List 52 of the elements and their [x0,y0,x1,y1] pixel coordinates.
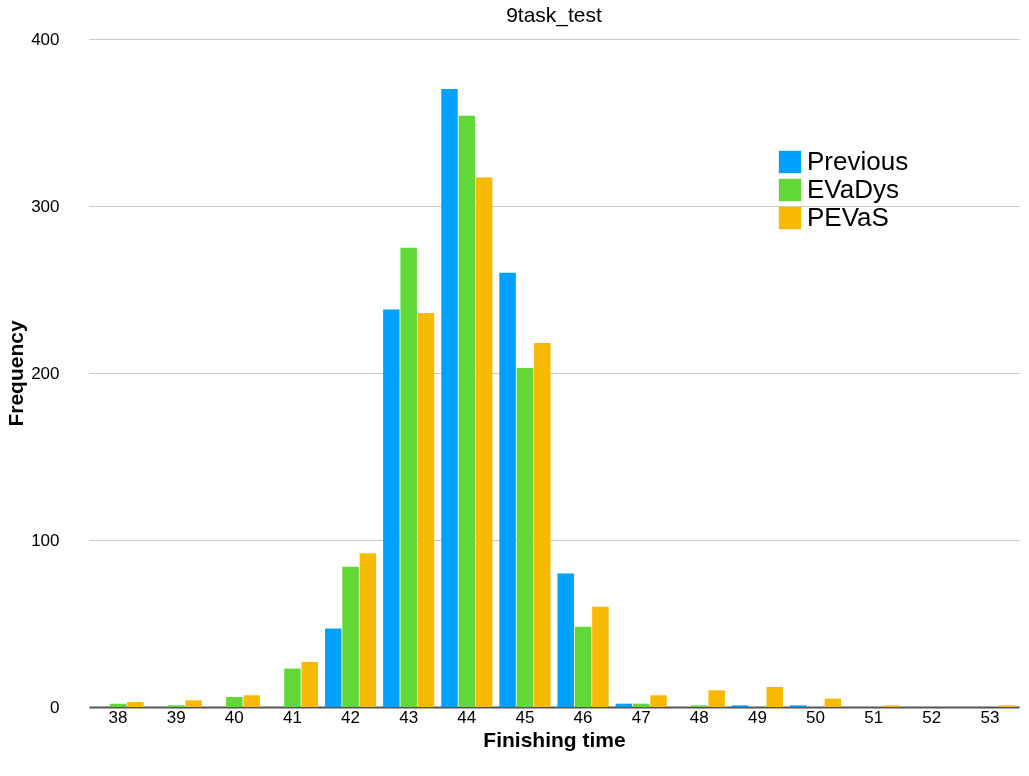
bar [284,668,301,707]
bar [127,701,144,707]
chart-title: 9task_test [506,3,603,27]
bar [359,553,377,707]
legend-label: Previous [807,146,909,176]
x-tick-label: 52 [922,707,942,727]
bar [324,628,342,707]
bar [650,695,667,707]
bar [243,695,260,707]
x-tick-label: 43 [399,707,419,727]
x-tick-label: 38 [108,707,128,727]
legend-label: PEVaS [807,202,889,232]
x-tick-label: 42 [341,707,361,727]
bar [824,698,842,707]
x-tick-label: 47 [631,707,651,727]
y-tick-label: 100 [31,530,60,550]
x-tick-label: 45 [515,707,535,727]
y-tick-label: 300 [31,196,60,216]
bar [574,626,592,707]
bar [383,309,400,707]
bar [226,696,243,707]
y-tick-label: 400 [31,29,60,49]
bar [766,686,784,707]
x-tick-label: 39 [166,707,186,727]
x-axis-title: Finishing time [483,727,626,751]
x-tick-label: 44 [457,707,477,727]
bar [499,272,516,707]
bar [342,566,359,707]
bar [516,367,534,707]
legend-label: EVaDys [807,174,899,204]
x-tick-label: 46 [573,707,593,727]
x-tick-label: 50 [806,707,826,727]
x-tick-label: 51 [864,707,884,727]
bar [185,700,202,707]
y-tick-label: 200 [31,363,60,383]
x-tick-label: 41 [282,707,302,727]
bar [417,312,435,707]
bar [458,115,476,707]
bar [557,573,574,707]
bar [592,606,609,707]
bar [534,342,551,707]
bar [441,89,458,707]
y-tick-label: 0 [50,697,60,717]
x-tick-label: 53 [980,707,1000,727]
x-tick-label: 40 [224,707,244,727]
y-axis-title: Frequency [4,320,28,427]
x-tick-label: 48 [689,707,709,727]
bar [708,690,725,707]
bar [400,247,417,707]
bar [301,661,319,707]
bar [475,177,493,707]
x-tick-label: 49 [747,707,767,727]
